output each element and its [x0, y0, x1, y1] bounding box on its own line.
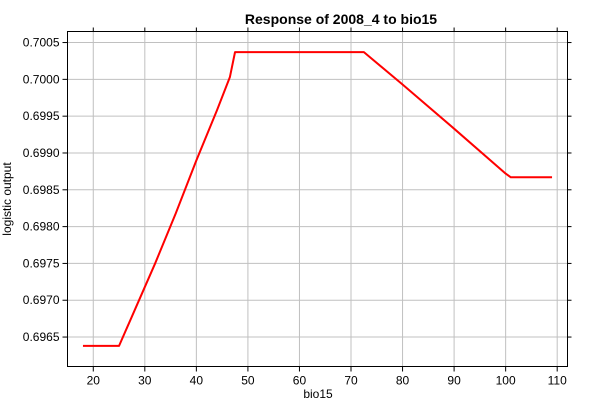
- x-tick-label: 90: [447, 374, 461, 388]
- x-tick-label: 70: [344, 374, 358, 388]
- series-line: [82, 51, 553, 347]
- series-layer: [82, 51, 553, 347]
- x-tick-label: 50: [241, 374, 255, 388]
- y-tick-label: 0.7000: [23, 72, 60, 86]
- x-tick-label: 110: [548, 374, 567, 388]
- y-tick-label: 0.6990: [23, 146, 60, 160]
- x-tick-label: 80: [396, 374, 410, 388]
- y-tick-label: 0.6985: [23, 183, 60, 197]
- y-tick-label: 0.6975: [23, 256, 60, 270]
- ticks: 20 30 40 50 60 70 80 90 100 110 0.6965 0.6970 0.6975…: [23, 27, 572, 388]
- x-tick-label: 100: [496, 374, 516, 388]
- y-tick-label: 0.6965: [23, 330, 60, 344]
- x-tick-label: 60: [293, 374, 307, 388]
- x-tick-label: 40: [190, 374, 204, 388]
- y-axis-label: logistic output: [0, 162, 14, 236]
- y-tick-label: 0.7005: [23, 36, 60, 50]
- x-axis-label: bio15: [303, 387, 333, 400]
- x-tick-label: 30: [138, 374, 152, 388]
- y-tick-label: 0.6995: [23, 109, 60, 123]
- plot-frame: [67, 31, 568, 367]
- y-tick-label: 0.6970: [23, 293, 60, 307]
- x-tick-label: 20: [87, 374, 101, 388]
- grid: [67, 31, 568, 367]
- y-tick-label: 0.6980: [23, 220, 60, 234]
- chart-title: Response of 2008_4 to bio15: [245, 11, 437, 27]
